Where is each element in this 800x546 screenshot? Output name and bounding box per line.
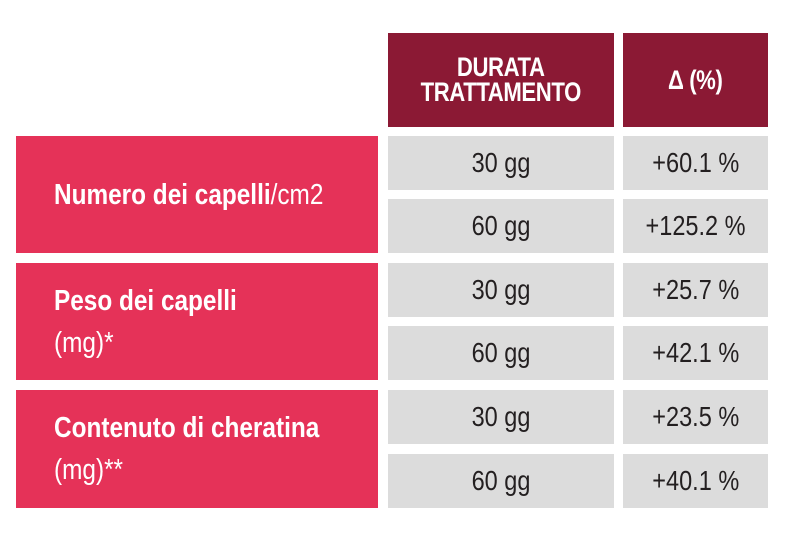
row-label-keratin-bold: Contenuto di cheratina xyxy=(54,412,320,444)
duration-value: 30 gg xyxy=(471,274,531,305)
row-label-hair-weight-unit: (mg)* xyxy=(54,326,114,359)
duration-value: 30 gg xyxy=(471,147,531,178)
table-cell-delta: +42.1 % xyxy=(623,326,768,380)
delta-value: +40.1 % xyxy=(652,465,739,496)
table-cell-duration: 60 gg xyxy=(388,326,614,380)
table-cell-duration: 60 gg xyxy=(388,454,614,508)
table-cell-duration: 30 gg xyxy=(388,263,614,317)
table-cell-delta: +40.1 % xyxy=(623,454,768,508)
duration-value: 60 gg xyxy=(471,337,531,368)
table-cell-duration: 30 gg xyxy=(388,390,614,444)
duration-value: 30 gg xyxy=(471,401,531,432)
row-label-keratin-unit: (mg)** xyxy=(54,454,124,486)
row-label-hair-count-bold: Numero dei capelli xyxy=(54,178,271,211)
table-cell-delta: +23.5 % xyxy=(623,390,768,444)
header-duration-line1: DURATA xyxy=(457,52,545,82)
row-label-keratin: Contenuto di cheratina (mg)** xyxy=(16,390,378,508)
duration-value: 60 gg xyxy=(471,210,531,241)
row-label-hair-count-text: Numero dei capelli/cm2 xyxy=(54,174,323,216)
row-label-hair-count-unit: /cm2 xyxy=(270,178,324,211)
table-cell-delta: +60.1 % xyxy=(623,136,768,190)
header-duration-text: DURATA TRATTAMENTO xyxy=(420,52,582,107)
delta-value: +42.1 % xyxy=(652,337,739,368)
row-label-hair-weight-bold: Peso dei capelli xyxy=(54,284,237,317)
row-label-hair-weight: Peso dei capelli (mg)* xyxy=(16,263,378,380)
delta-value: +25.7 % xyxy=(652,274,739,305)
delta-value: +125.2 % xyxy=(645,210,746,241)
row-label-keratin-text: Contenuto di cheratina (mg)** xyxy=(54,407,319,491)
row-label-hair-count: Numero dei capelli/cm2 xyxy=(16,136,378,253)
duration-value: 60 gg xyxy=(471,465,531,496)
delta-value: +23.5 % xyxy=(652,401,739,432)
table-cell-duration: 60 gg xyxy=(388,199,614,253)
header-duration: DURATA TRATTAMENTO xyxy=(388,33,614,127)
header-delta-text: Δ (%) xyxy=(668,64,723,95)
table-cell-delta: +125.2 % xyxy=(623,199,768,253)
delta-value: +60.1 % xyxy=(652,147,739,178)
row-label-hair-weight-text: Peso dei capelli (mg)* xyxy=(54,280,237,364)
header-delta: Δ (%) xyxy=(623,33,768,127)
table-cell-duration: 30 gg xyxy=(388,136,614,190)
table-cell-delta: +25.7 % xyxy=(623,263,768,317)
header-duration-line2: TRATTAMENTO xyxy=(420,77,582,107)
